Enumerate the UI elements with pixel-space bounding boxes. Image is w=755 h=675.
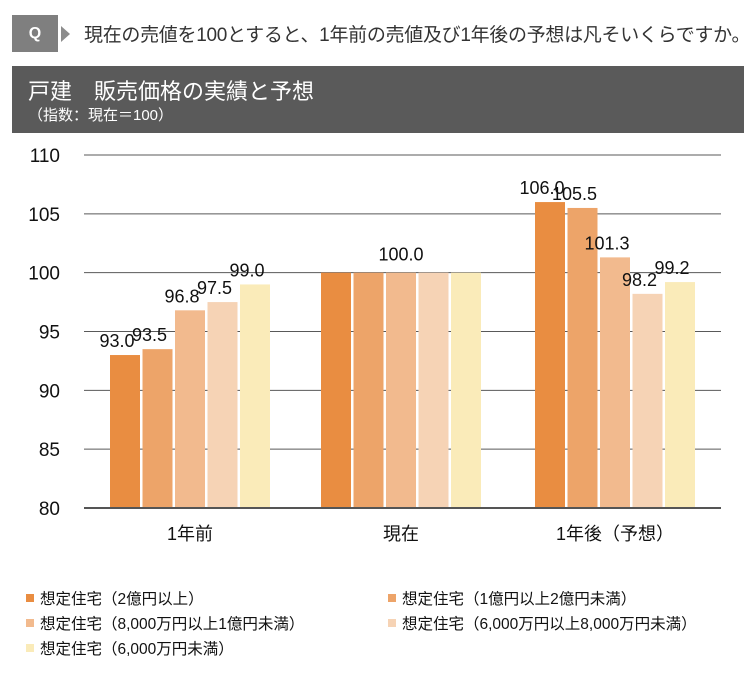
legend-label: 想定住宅（1億円以上2億円未満） [402, 591, 637, 608]
legend-swatch [388, 619, 396, 627]
bar [665, 282, 695, 508]
y-tick-label: 100 [28, 264, 60, 285]
data-label: 100.0 [378, 245, 423, 265]
y-tick-label: 80 [39, 499, 60, 520]
data-label: 99.0 [229, 260, 264, 280]
legend-label: 想定住宅（8,000万円以上1億円未満） [40, 616, 305, 633]
y-tick-label: 90 [39, 381, 60, 402]
x-category-label: 1年前 [167, 524, 213, 544]
arrow-right-icon [61, 26, 70, 42]
legend-label: 想定住宅（6,000万円未満） [40, 641, 234, 658]
legend-swatch [26, 644, 34, 652]
bar [321, 272, 351, 508]
data-label: 99.2 [654, 258, 689, 278]
bar [110, 355, 140, 508]
data-label: 93.0 [99, 331, 134, 351]
legend-swatch [26, 594, 34, 602]
chart-subtitle: （指数：現在＝100） [28, 107, 174, 124]
x-category-label: 現在 [383, 524, 419, 544]
data-label: 101.3 [584, 233, 629, 253]
bar [567, 207, 598, 508]
legend-swatch [26, 619, 34, 627]
y-tick-label: 85 [39, 440, 60, 461]
bar [386, 272, 416, 508]
bar [142, 349, 173, 508]
data-label: 97.5 [197, 278, 232, 298]
bar [600, 257, 630, 508]
data-label: 98.2 [622, 270, 657, 290]
data-label: 105.5 [552, 184, 597, 204]
data-label: 106.0 [519, 178, 564, 198]
legend-item: 想定住宅（6,000万円以上8,000万円未満） [388, 612, 697, 634]
legend-item: 想定住宅（2億円以上） [26, 587, 204, 609]
y-tick-label: 110 [30, 146, 60, 167]
legend-item: 想定住宅（6,000万円未満） [26, 637, 234, 659]
y-tick-label: 105 [28, 205, 60, 226]
bar [353, 272, 384, 508]
y-tick-label: 95 [39, 323, 60, 344]
bar [207, 302, 238, 508]
bar [535, 202, 565, 509]
bar [175, 310, 205, 508]
bar [632, 293, 663, 508]
legend-item: 想定住宅（8,000万円以上1億円未満） [26, 612, 304, 634]
chart-title: 戸建 販売価格の実績と予想 [28, 79, 315, 104]
bar [451, 272, 481, 508]
question-text: 現在の売値を100とすると、1年前の売値及び1年後の予想は凡そいくらですか。 [84, 25, 751, 46]
data-label: 96.8 [164, 286, 199, 306]
legend-item: 想定住宅（1億円以上2億円未満） [388, 587, 636, 609]
question-badge: Q [12, 15, 58, 52]
bar [240, 284, 270, 508]
legend-swatch [388, 594, 396, 602]
data-label: 93.5 [132, 325, 167, 345]
legend-label: 想定住宅（2億円以上） [40, 591, 204, 608]
bar [418, 272, 449, 508]
chart-header: 戸建 販売価格の実績と予想 （指数：現在＝100） [12, 66, 744, 133]
legend-label: 想定住宅（6,000万円以上8,000万円未満） [402, 616, 697, 633]
question-badge-label: Q [28, 24, 42, 42]
bar-chart: 80 85 90 95 100 105 110 93.093.5 96.897.599.0 100… [28, 146, 721, 544]
x-category-label: 1年後（予想） [556, 524, 674, 544]
